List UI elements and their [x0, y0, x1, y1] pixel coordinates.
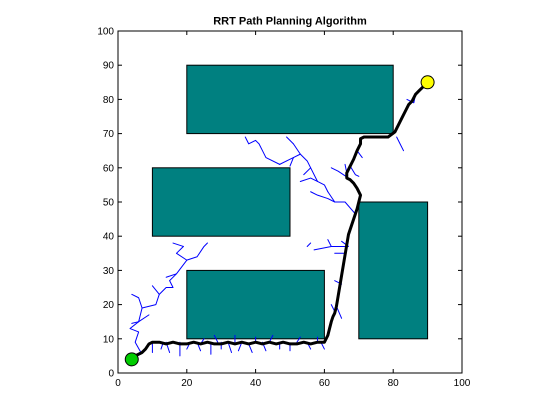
y-tick-label-70: 70 — [103, 129, 115, 140]
tree-branch-50 — [330, 167, 349, 179]
goal-point — [420, 75, 435, 90]
tree-branch-2 — [138, 314, 150, 323]
obstacle-right — [358, 201, 429, 340]
tree-branch-43 — [303, 167, 312, 176]
x-tick-label-80: 80 — [388, 378, 400, 389]
tree-branch-38 — [306, 242, 312, 247]
y-tick-label-10: 10 — [103, 334, 115, 345]
tree-branch-3 — [141, 245, 188, 309]
rrt-tree-layer — [129, 93, 417, 357]
x-tick-label-0: 0 — [115, 378, 121, 389]
chart-title: RRT Path Planning Algorithm — [213, 16, 367, 28]
tree-branch-18 — [227, 341, 233, 353]
tree-branch-39 — [327, 191, 356, 215]
planned-path — [130, 80, 430, 361]
tree-branch-1 — [131, 321, 140, 324]
y-tick-label-20: 20 — [103, 300, 115, 311]
obstacles-layer — [151, 64, 429, 340]
y-tick-label-40: 40 — [103, 232, 115, 243]
tree-branch-5 — [165, 273, 177, 278]
tree-branch-54 — [396, 136, 405, 152]
obstacle-left-middle — [151, 167, 291, 237]
tree-branch-48 — [244, 136, 257, 145]
tree-branch-49 — [279, 160, 288, 165]
y-tick-label-0: 0 — [108, 369, 114, 380]
tree-branch-21 — [248, 343, 253, 353]
tree-branch-46 — [289, 157, 294, 167]
tree-branch-45 — [286, 136, 294, 145]
tree-branch-7 — [172, 242, 184, 247]
tree-branch-42 — [292, 143, 319, 182]
tree-branch-16 — [213, 334, 219, 343]
path-layer — [130, 80, 430, 361]
y-tick-label-90: 90 — [103, 61, 115, 72]
tree-branch-40 — [310, 191, 336, 203]
y-tick-label-100: 100 — [97, 27, 114, 38]
y-tick-label-30: 30 — [103, 266, 115, 277]
tree-branch-9 — [160, 343, 164, 350]
tree-branch-52 — [349, 165, 360, 177]
tree-branch-0 — [129, 293, 143, 352]
x-tick-label-40: 40 — [250, 378, 262, 389]
tree-branch-37 — [327, 239, 332, 247]
axes-layer: 0 20 40 60 80 100 0 10 20 30 40 50 60 70 80 90 100 — [97, 27, 470, 390]
x-tick-label-100: 100 — [454, 378, 471, 389]
tree-branch-6 — [186, 242, 208, 261]
markers-layer — [124, 75, 435, 367]
y-tick-label-50: 50 — [103, 198, 115, 209]
obstacle-top — [186, 64, 394, 135]
x-tick-label-60: 60 — [319, 378, 331, 389]
y-tick-label-80: 80 — [103, 95, 115, 106]
tree-branch-47 — [255, 139, 281, 165]
x-tick-label-20: 20 — [181, 378, 193, 389]
obstacle-bottom-middle — [186, 269, 325, 340]
tree-branch-27 — [296, 336, 301, 343]
y-tick-label-60: 60 — [103, 163, 115, 174]
tree-branch-4 — [151, 285, 160, 295]
start-point — [124, 352, 139, 367]
